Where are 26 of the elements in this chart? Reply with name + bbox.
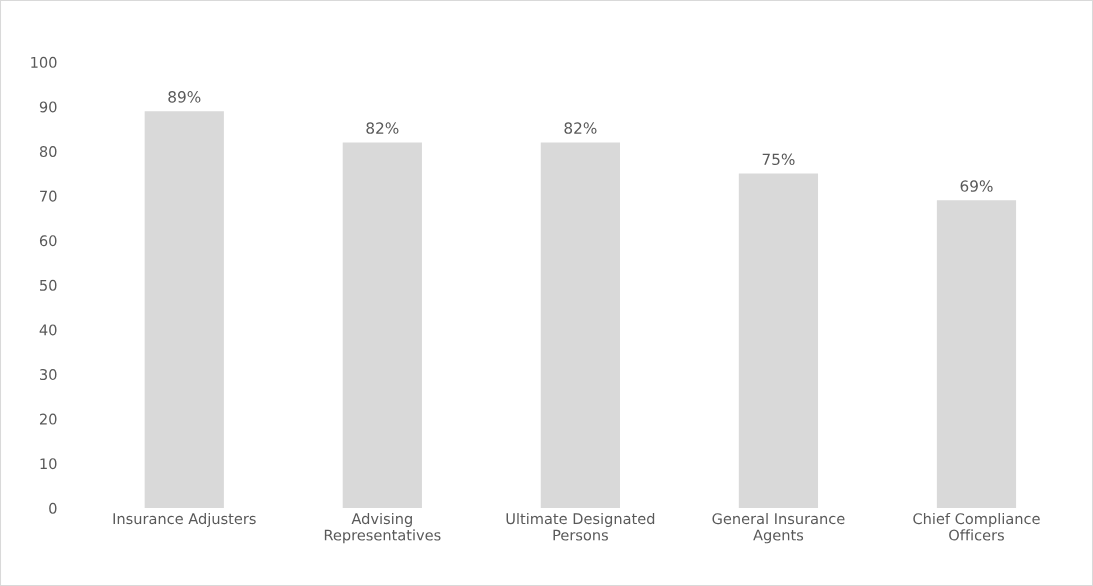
x-tick-label: Advising Representatives: [324, 512, 441, 544]
bar: [342, 142, 422, 509]
y-tick-label: 80: [39, 146, 57, 158]
y-tick-label: 90: [39, 101, 57, 113]
data-label: 89%: [168, 91, 201, 103]
bar: [144, 111, 224, 509]
y-tick-label: 0: [49, 502, 57, 514]
data-label: 69%: [960, 180, 993, 192]
x-tick-label: Chief Compliance Officers: [913, 512, 1040, 541]
bar: [936, 200, 1017, 509]
data-label: 82%: [366, 122, 399, 134]
y-tick-label: 50: [40, 279, 57, 291]
y-tick-label: 10: [40, 458, 57, 470]
y-tick-label: 40: [39, 324, 57, 336]
y-tick-label: 60: [39, 235, 57, 247]
data-label: 82%: [564, 122, 597, 134]
x-tick-label: Ultimate Designated Persons: [506, 512, 655, 541]
y-tick-label: 100: [31, 56, 57, 68]
x-tick-label: General Insurance Agents: [712, 512, 845, 544]
bar: [540, 142, 620, 509]
bar: [738, 173, 819, 509]
x-tick-label: Insurance Adjusters: [113, 512, 256, 528]
y-tick-label: 20: [39, 413, 57, 425]
y-tick-label: 30: [40, 369, 57, 381]
data-label: 75%: [762, 153, 795, 166]
y-tick-label: 70: [40, 190, 57, 202]
